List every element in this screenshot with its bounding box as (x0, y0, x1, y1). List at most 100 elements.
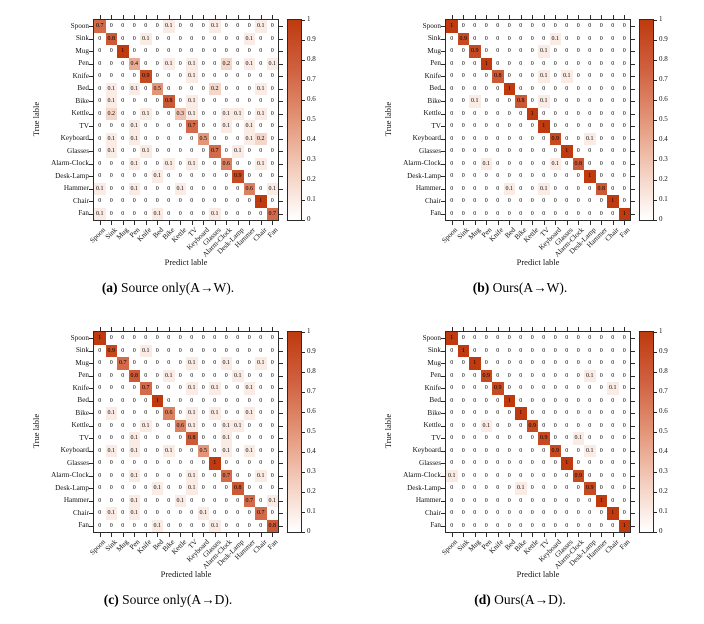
matrix-cell: 0 (94, 45, 106, 58)
y-tick-label: Bed (77, 84, 89, 93)
matrix-cell: 0 (572, 182, 584, 195)
matrix-cell: 0 (469, 82, 481, 95)
matrix-cell: 0 (220, 382, 232, 395)
matrix-cell: 0.1 (151, 170, 163, 183)
axis-tick (89, 488, 93, 490)
matrix-cell: 0 (174, 70, 186, 83)
axis-tick (89, 176, 93, 178)
matrix-cell: 0 (174, 57, 186, 70)
y-tick-label: Bike (427, 408, 441, 417)
axis-tick (279, 176, 283, 178)
colorbar (639, 331, 654, 533)
matrix-cell: 0 (538, 82, 550, 95)
matrix-cell: 0.1 (105, 444, 117, 457)
matrix-cell: 0 (151, 469, 163, 482)
matrix-cell: 0.6 (163, 407, 175, 420)
matrix-cell: 0 (174, 344, 186, 357)
matrix-cell: 0 (457, 70, 469, 83)
matrix-cell: 1 (480, 57, 492, 70)
matrix-cell: 0 (549, 394, 561, 407)
matrix-cell: 0 (561, 57, 573, 70)
matrix-cell: 0.1 (197, 507, 209, 520)
matrix-cell: 0 (526, 182, 538, 195)
matrix-cell: 0 (607, 70, 619, 83)
matrix-cell: 0.1 (186, 70, 198, 83)
caption-index: (a) (101, 280, 118, 295)
matrix-cell: 0 (163, 494, 175, 507)
matrix-cell: 0 (174, 145, 186, 158)
axis-tick (631, 425, 635, 427)
matrix-cell: 0 (618, 494, 630, 507)
y-tick-label: Spoon (70, 21, 89, 30)
matrix-cell: 0 (526, 369, 538, 382)
matrix-cell: 0 (457, 507, 469, 520)
matrix-cell: 0 (163, 507, 175, 520)
matrix-cell: 0 (572, 444, 584, 457)
matrix-cell: 0 (503, 519, 515, 532)
matrix-cell: 0 (94, 432, 106, 445)
matrix-cell: 0 (457, 369, 469, 382)
matrix-cell: 0 (515, 344, 527, 357)
colorbar-tick (302, 219, 305, 221)
axis-tick (451, 15, 453, 19)
matrix-cell: 0 (94, 382, 106, 395)
matrix-cell: 0 (515, 32, 527, 45)
y-tick-label: Desk-Lamp (55, 483, 89, 492)
matrix-cell: 0 (480, 457, 492, 470)
matrix-cell: 0 (232, 157, 244, 170)
matrix-cell: 0 (197, 145, 209, 158)
matrix-cell: 0 (618, 20, 630, 33)
axis-tick (601, 15, 603, 19)
matrix-cell: 0 (94, 120, 106, 133)
matrix-cell: 0 (561, 132, 573, 145)
matrix-cell: 0 (480, 182, 492, 195)
subplot-b: True lable 1 0 0 0 0 0 0 0 0 0 0 0 0 0 0 0 0 0.9 0 0 0 0 0 0 0 0.… (352, 0, 704, 312)
matrix-cell: 0 (457, 45, 469, 58)
y-tick-label: Fan (78, 521, 89, 530)
matrix-cell: 0 (174, 482, 186, 495)
matrix-cell: 0 (480, 382, 492, 395)
matrix-cell: 0 (220, 482, 232, 495)
matrix-cell: 0 (243, 482, 255, 495)
matrix-cell: 0 (197, 182, 209, 195)
matrix-cell: 0 (561, 482, 573, 495)
y-tick-label: Chair (425, 508, 441, 517)
matrix-cell: 0 (197, 469, 209, 482)
matrix-cell: 0 (151, 32, 163, 45)
axis-tick (89, 88, 93, 90)
y-tick-label: Fan (78, 209, 89, 218)
matrix-cell: 0 (243, 195, 255, 208)
matrix-cell: 0 (220, 182, 232, 195)
matrix-cell: 0 (446, 419, 458, 432)
axis-tick (631, 26, 635, 28)
matrix-cell: 0 (503, 20, 515, 33)
matrix-cell: 0.1 (243, 32, 255, 45)
matrix-cell: 0 (140, 207, 152, 220)
matrix-cell: 0 (209, 432, 221, 445)
axis-tick (441, 38, 445, 40)
axis-tick (89, 51, 93, 53)
matrix-cell: 0 (128, 457, 140, 470)
matrix-cell: 0 (105, 157, 117, 170)
matrix-cell: 0 (515, 457, 527, 470)
matrix-cell: 0 (151, 382, 163, 395)
axis-tick (441, 51, 445, 53)
matrix-cell: 0 (151, 507, 163, 520)
colorbar-tick (302, 471, 305, 473)
matrix-cell: 0.7 (117, 357, 129, 370)
matrix-cell: 0 (117, 195, 129, 208)
axis-tick (272, 533, 274, 537)
matrix-cell: 0 (446, 382, 458, 395)
matrix-cell: 0 (549, 344, 561, 357)
matrix-cell: 0 (503, 482, 515, 495)
matrix-cell: 0.1 (538, 95, 550, 108)
matrix-cell: 0 (163, 107, 175, 120)
matrix-cell: 0 (266, 107, 278, 120)
matrix-cell: 0 (480, 32, 492, 45)
matrix-cell: 0 (151, 444, 163, 457)
axis-tick (578, 15, 580, 19)
matrix-cell: 0 (197, 170, 209, 183)
axis-tick (601, 533, 603, 537)
matrix-cell: 0.1 (243, 57, 255, 70)
matrix-cell: 0 (232, 469, 244, 482)
